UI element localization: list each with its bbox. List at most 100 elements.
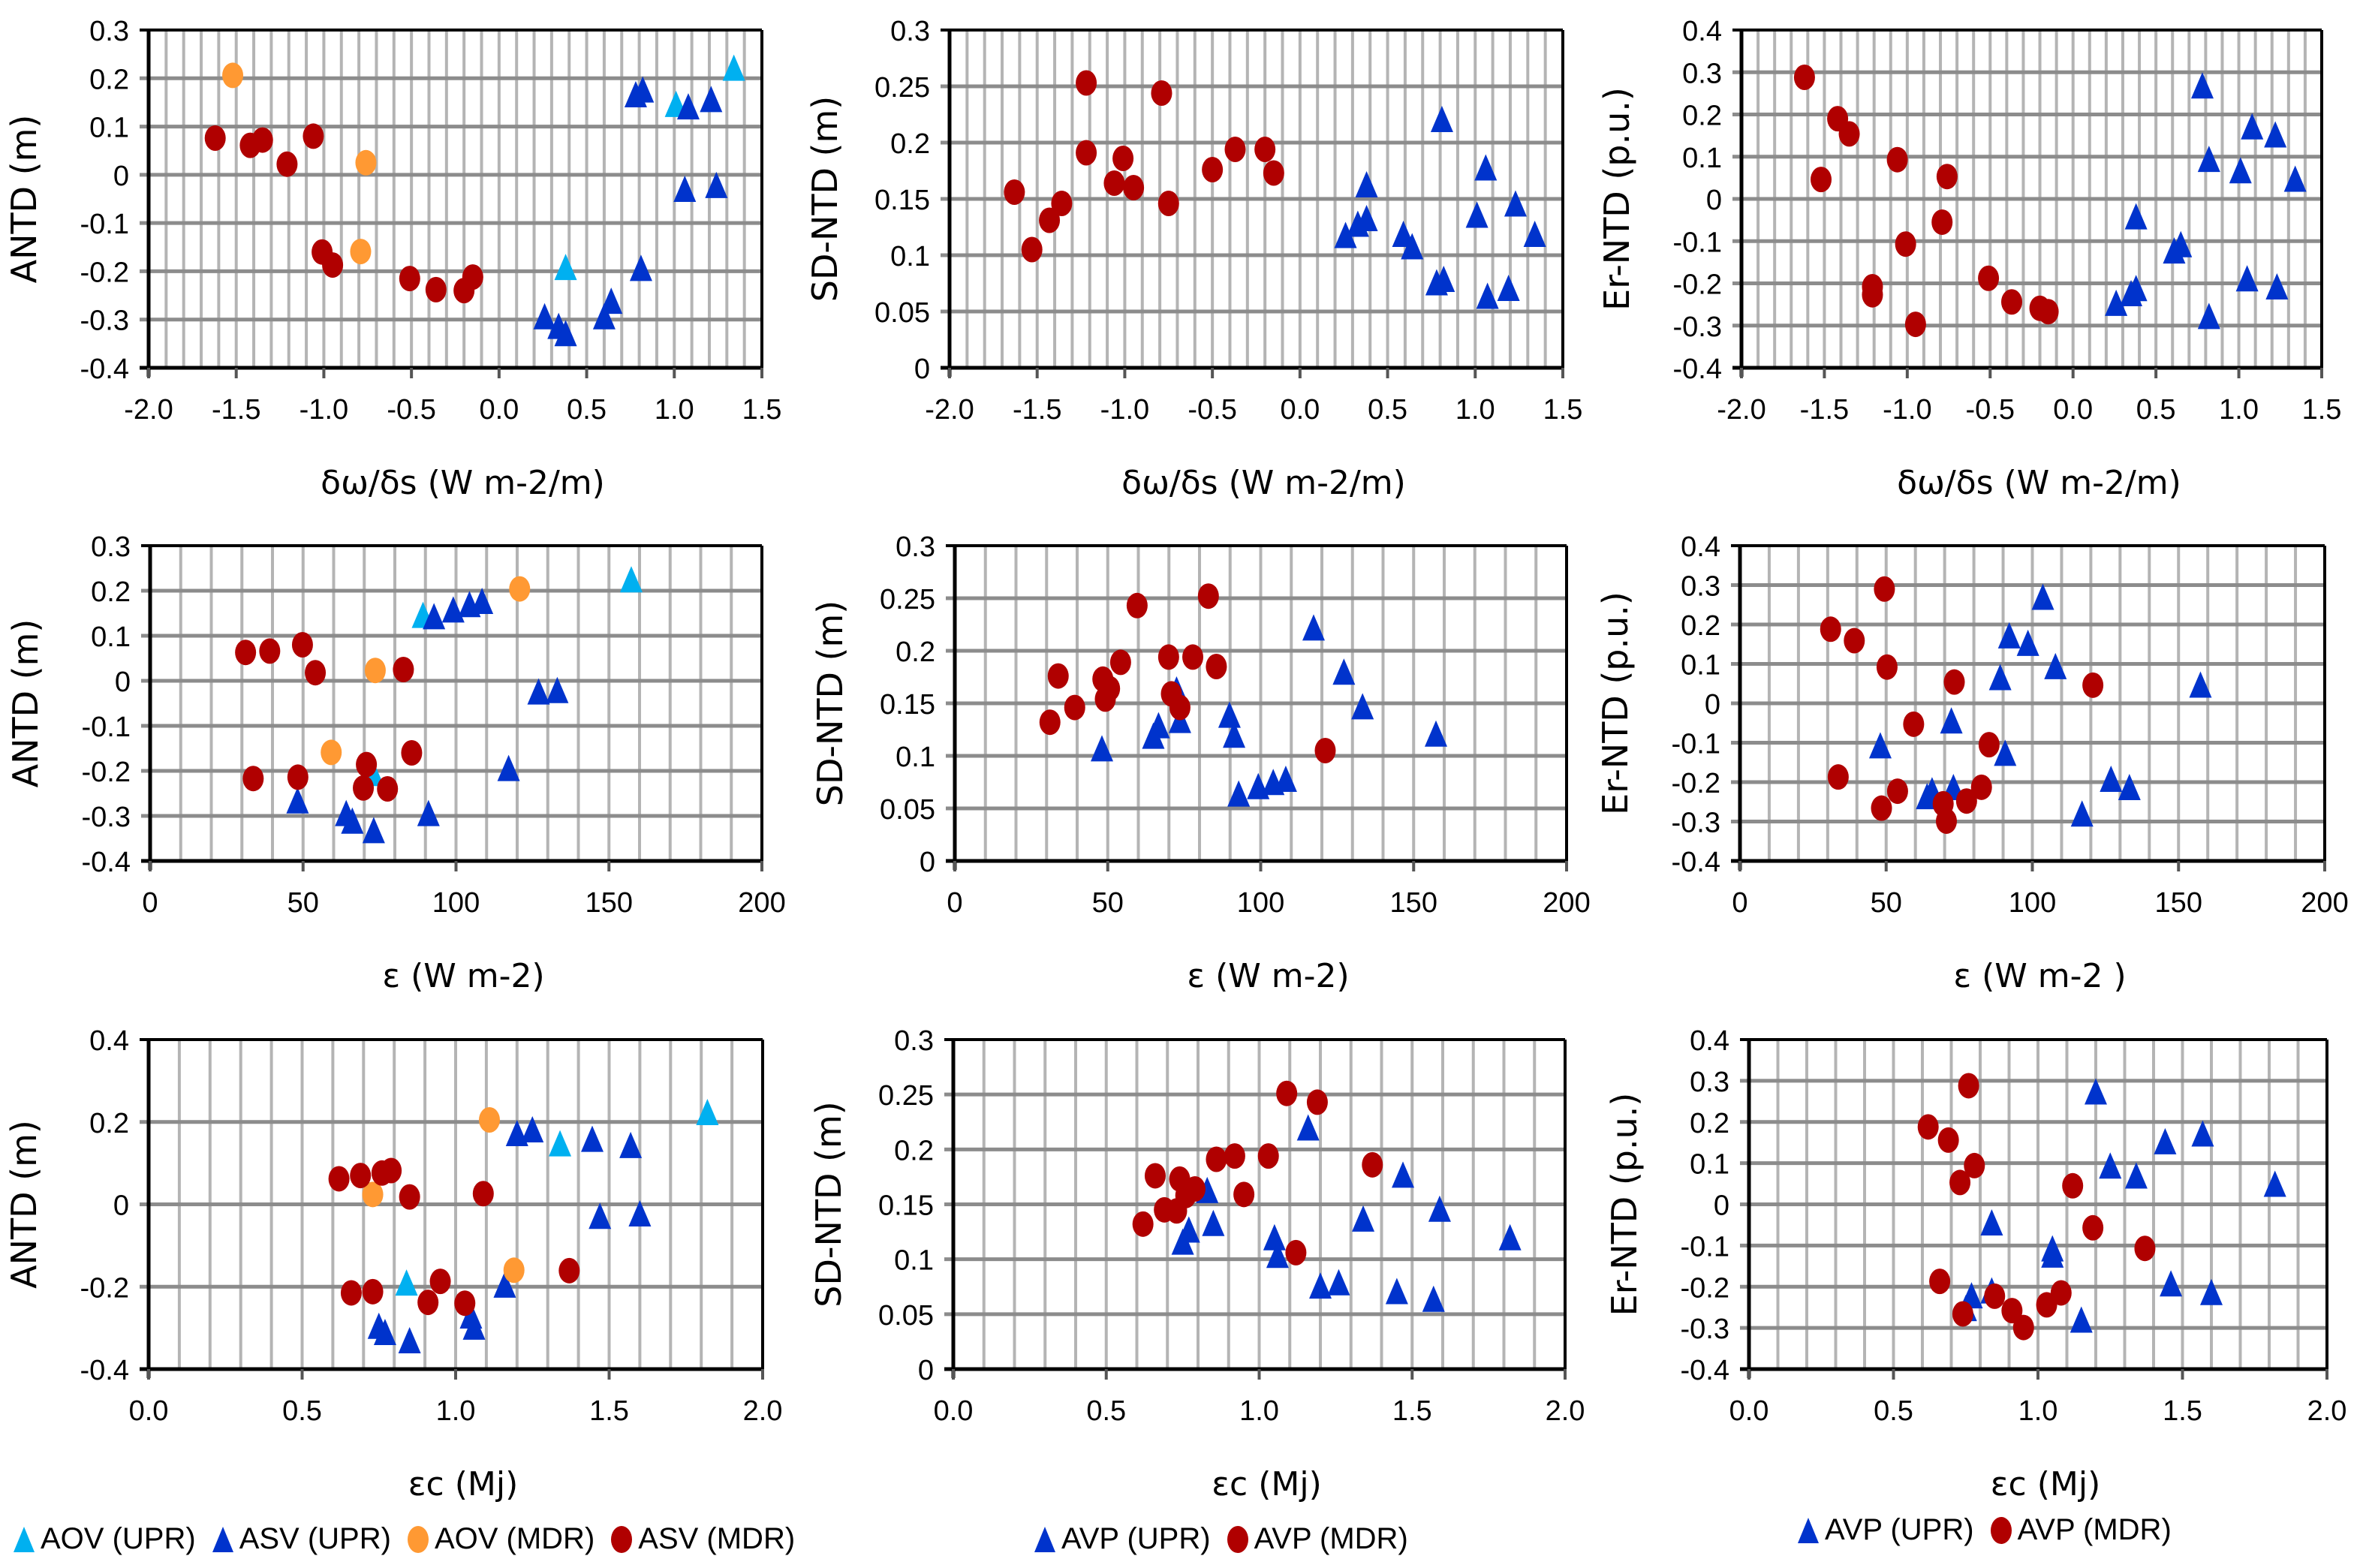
data-point [2124,203,2148,230]
data-point [1051,191,1073,216]
chart-antd-vs-dwds: -2.0 -1.5 -1.0 -0.5 0.0 0.5 1.0 1.5 -0.4 -0.3 -0.2… [4,16,781,502]
data-point [1355,171,1378,197]
legend-item: AVP (MDR) [1990,1513,2172,1547]
grid [1740,1040,2327,1369]
data-point [2134,1235,2156,1262]
y-tick-label: -0.4 [1672,847,1720,878]
x-tick-label: 200 [2301,887,2348,919]
data-point [1955,788,1977,814]
series-avp-mdr [1820,576,2104,834]
y-tick-label: 0 [920,847,935,878]
data-point [1202,157,1224,182]
data-point [722,54,745,81]
data-point [1151,80,1172,106]
y-tick-label: -0.1 [82,712,131,743]
data-point [2264,121,2287,148]
data-point [631,76,655,103]
x-tick-label: 0 [142,887,158,919]
data-point [1202,1209,1225,1236]
legend-circle-marker-icon [611,1525,633,1553]
data-point [600,287,623,315]
x-tick-label: -2.0 [124,394,173,426]
y-axis-title: ANTD (m) [4,115,44,284]
data-point [592,302,616,330]
legend-item: AOV (UPR) [14,1522,196,1556]
data-point [462,264,483,290]
x-tick-label: 0.5 [1874,1395,1913,1427]
data-point [251,127,273,153]
y-tick-label: 0.3 [1690,1067,1729,1098]
data-point [1309,1272,1332,1299]
data-point [328,1166,350,1192]
data-point [1904,311,1926,338]
x-tick-label: 1.0 [436,1395,476,1427]
y-tick-label: 0.05 [878,1300,934,1332]
legend-triangle-marker-icon [14,1526,35,1552]
data-point [2041,1241,2064,1268]
x-axis-title: εc (Mj) [1212,1465,1321,1503]
x-tick-label: 100 [432,887,480,919]
data-point [1206,1146,1227,1172]
data-point [588,1202,612,1229]
data-point [305,660,327,686]
data-point [381,1157,402,1184]
data-point [2044,652,2067,679]
y-tick-label: 0.3 [896,531,935,563]
data-point [1385,1278,1408,1305]
y-tick-label: -0.1 [80,209,129,240]
data-point [401,740,423,766]
data-point [1132,1211,1154,1237]
chart-sdntd-vs-dwds: -2.0 -1.5 -1.0 -0.5 0.0 0.5 1.0 1.5 0 0.05 0.1 0.15… [805,16,1582,502]
y-tick-label: -0.2 [1672,768,1720,799]
data-point [1980,1209,2003,1236]
x-axis-title: ε (W m-2) [382,957,544,995]
data-point [1334,221,1357,248]
data-point [1886,778,1908,805]
data-point [533,302,556,330]
data-point [2197,302,2220,330]
x-tick-label: 100 [1237,887,1284,919]
data-point [341,807,364,834]
data-point [222,62,244,89]
legend-label: ASV (UPR) [239,1522,391,1555]
x-axis-title: δω/δs (W m-2/m) [1121,464,1406,502]
data-point [235,640,257,666]
data-point [1157,644,1179,670]
x-axis-title: ε (W m-2) [1187,957,1349,995]
y-tick-label: 0.3 [894,1025,934,1057]
y-tick-label: 0.2 [896,637,935,668]
legend-label: AVP (MDR) [1254,1522,1408,1555]
data-point [1430,106,1453,132]
data-point [549,1130,572,1157]
grid [946,546,1567,861]
series-asv-mdr [204,123,483,304]
data-point [399,266,420,292]
x-tick-label: 1.5 [2163,1395,2202,1427]
data-point [2070,800,2094,827]
data-point [696,1098,719,1125]
x-tick-label: 0 [947,887,962,919]
data-point [509,576,531,602]
data-point [2197,146,2220,173]
data-point [619,566,643,593]
data-point [2190,72,2214,99]
x-tick-label: 0.0 [934,1395,974,1427]
y-tick-label: 0 [1706,185,1722,216]
x-axis-title: δω/δs (W m-2/m) [1897,464,2181,502]
chart-sdntd-vs-epsc: 0.0 0.5 1.0 1.5 2.0 0 0.05 0.1 0.15 0.2 0.25 0.3 εc … [808,1025,1585,1503]
x-tick-label: 2.0 [2307,1395,2347,1427]
data-point [1428,1195,1451,1222]
data-point [1157,191,1179,216]
data-point [340,1280,362,1306]
y-tick-label: 0 [115,667,131,698]
y-tick-label: -0.2 [1681,1272,1729,1304]
data-point [1257,1143,1279,1169]
data-point [2105,289,2128,316]
x-tick-label: -0.5 [1966,394,2015,426]
y-tick-label: 0.4 [1681,531,1720,563]
data-point [471,588,494,614]
data-point [472,1181,494,1207]
y-tick-label: 0.1 [1690,1149,1729,1181]
data-point [441,596,465,623]
x-tick-label: -2.0 [1717,394,1765,426]
